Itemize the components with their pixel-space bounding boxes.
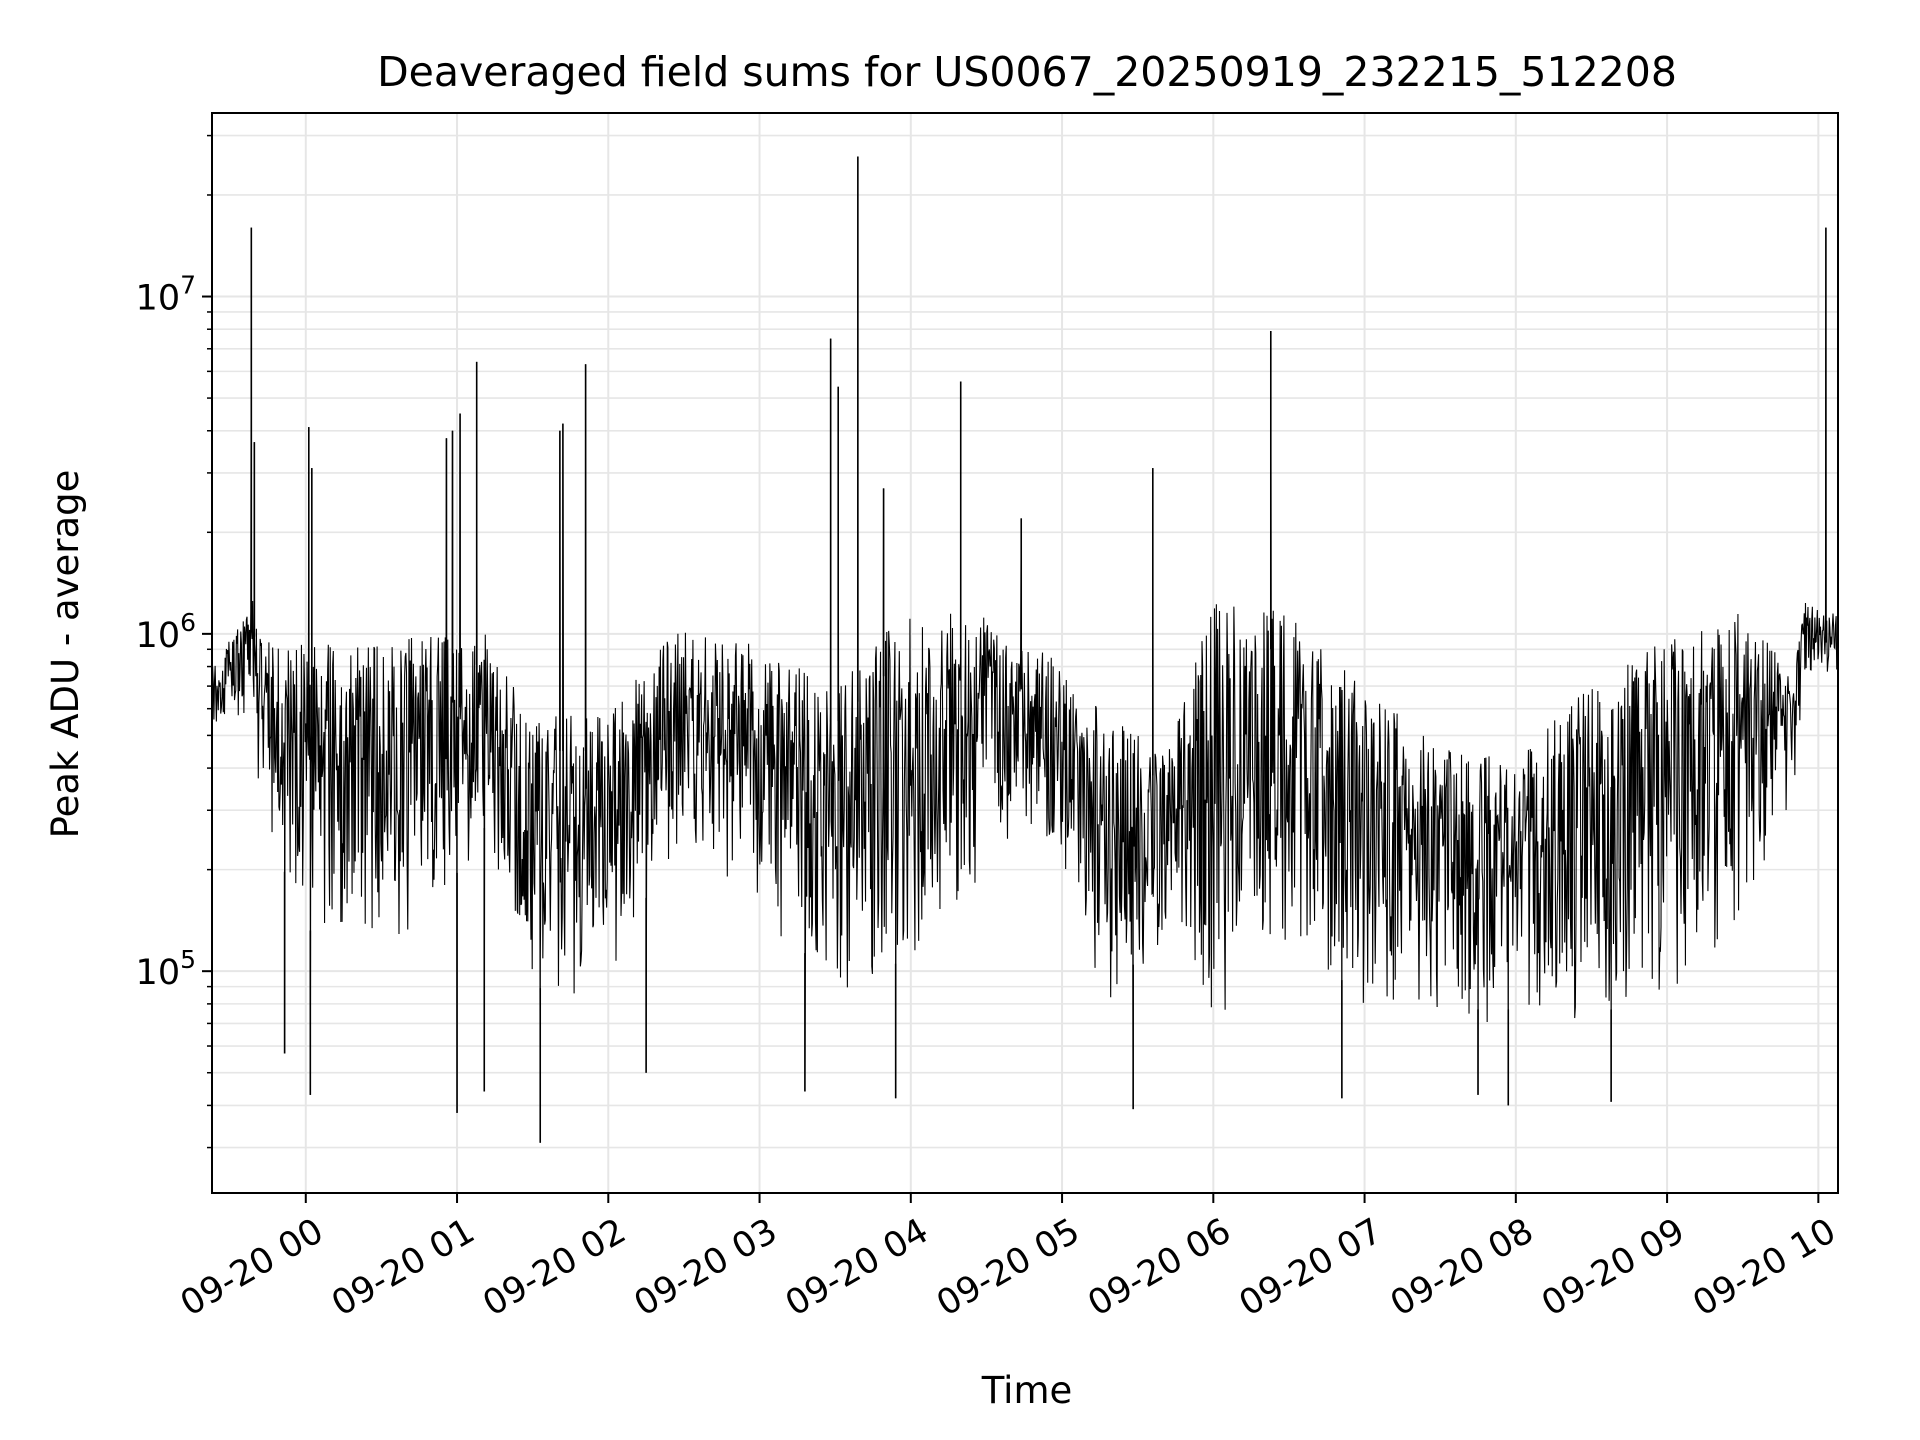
chart-title: Deaveraged field sums for US0067_2025091… <box>377 48 1677 96</box>
series-line <box>211 156 1839 1143</box>
y-axis-label: Peak ADU - average <box>44 470 87 839</box>
plot-frame <box>211 112 1839 1194</box>
y-tick-label-0: 105 <box>136 945 196 993</box>
y-tick-label-1: 106 <box>136 608 196 656</box>
y-tick-label-2: 107 <box>136 271 196 319</box>
x-axis-label: Time <box>981 1369 1073 1412</box>
data-series <box>211 156 1839 1143</box>
y-axis-ticks: 105 106 107 <box>136 134 212 1149</box>
